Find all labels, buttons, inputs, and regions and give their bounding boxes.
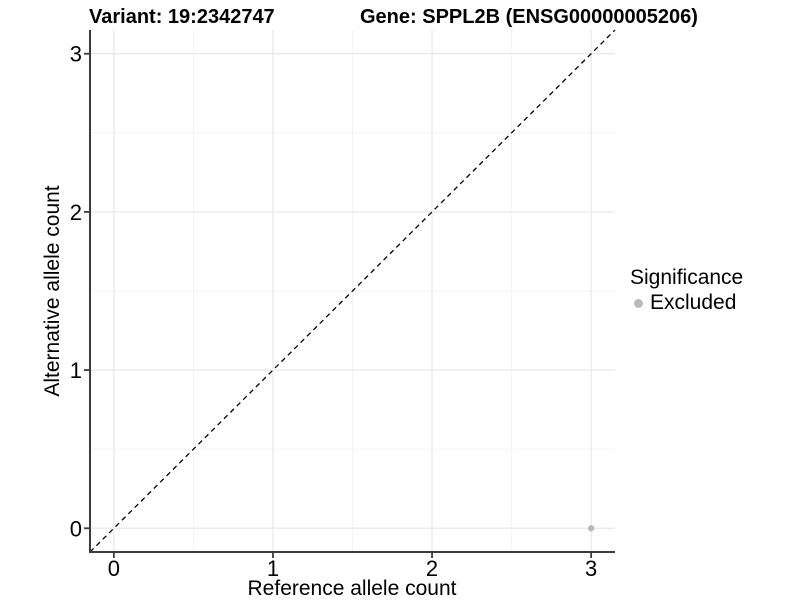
y-tick-label: 3 xyxy=(70,42,82,67)
x-tick-label: 2 xyxy=(426,556,438,581)
legend: Significance Excluded xyxy=(630,266,743,315)
legend-item-label: Excluded xyxy=(650,291,737,314)
x-tick-label: 3 xyxy=(585,556,597,581)
legend-title: Significance xyxy=(630,266,744,289)
y-tick-label: 0 xyxy=(70,516,82,541)
excluded-point-icon xyxy=(634,298,643,308)
legend-item-excluded: Excluded xyxy=(630,291,743,315)
gene-title: Gene: SPPL2B (ENSG00000005206) xyxy=(360,6,698,28)
identity-line xyxy=(89,29,616,553)
x-tick-label: 1 xyxy=(267,556,279,581)
y-tick-label: 1 xyxy=(70,358,82,383)
variant-title: Variant: 19:2342747 xyxy=(89,6,275,28)
x-tick-label: 0 xyxy=(108,556,120,581)
data-point xyxy=(587,525,595,532)
x-axis-title: Reference allele count xyxy=(247,577,457,600)
y-tick-label: 2 xyxy=(70,200,82,225)
